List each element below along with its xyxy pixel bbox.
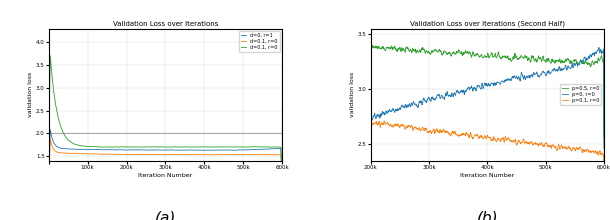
d=0.1, r=0 bbox=[187, 153, 195, 156]
d=0.1, r=0 bbox=[246, 153, 254, 156]
d=0, r=1 bbox=[46, 128, 54, 131]
d=0.1, r=0 bbox=[278, 181, 285, 184]
p=0, r=0 bbox=[503, 79, 510, 82]
p=0.5, r=0 bbox=[382, 50, 389, 52]
p=0.5, r=0 bbox=[503, 56, 510, 58]
p=0, r=0 bbox=[600, 136, 608, 138]
d=0.1, r=0 bbox=[222, 153, 229, 156]
p=0.1, r=0 bbox=[382, 123, 389, 126]
p=0.1, r=0 bbox=[381, 120, 388, 122]
d=0.1, r=0 bbox=[45, 178, 52, 181]
p=0.1, r=0 bbox=[509, 141, 516, 143]
p=0.5, r=0 bbox=[516, 56, 523, 59]
p=0.5, r=0 bbox=[369, 44, 376, 47]
Line: p=0.1, r=0: p=0.1, r=0 bbox=[371, 121, 604, 220]
p=0, r=0 bbox=[381, 114, 389, 116]
d=0, r=1 bbox=[222, 149, 229, 151]
Line: d=0, r=1: d=0, r=1 bbox=[49, 130, 282, 178]
d=0.1, r=0 bbox=[59, 131, 66, 134]
d=0.1, r=0 bbox=[222, 146, 229, 148]
d=0.1, r=0 bbox=[60, 152, 67, 154]
d=0, r=1 bbox=[194, 149, 201, 152]
p=0, r=0 bbox=[515, 76, 523, 79]
p=0.5, r=0 bbox=[600, 147, 608, 150]
p=0, r=0 bbox=[568, 66, 575, 69]
p=0.5, r=0 bbox=[509, 58, 516, 60]
Line: d=0.1, r=0: d=0.1, r=0 bbox=[49, 38, 282, 178]
d=0.1, r=0 bbox=[278, 177, 285, 179]
Line: p=0.5, r=0: p=0.5, r=0 bbox=[371, 46, 604, 220]
p=0, r=0 bbox=[509, 75, 516, 78]
p=0.1, r=0 bbox=[568, 149, 575, 152]
d=0, r=1 bbox=[45, 174, 52, 176]
d=0, r=1 bbox=[60, 147, 67, 150]
Title: Validation Loss over Iterations: Validation Loss over Iterations bbox=[113, 21, 218, 27]
d=0.1, r=0 bbox=[45, 36, 52, 39]
p=0.1, r=0 bbox=[544, 144, 551, 146]
p=0, r=0 bbox=[595, 46, 603, 49]
X-axis label: Iteration Number: Iteration Number bbox=[460, 172, 514, 178]
Legend: p=0.5, r=0, p=0, r=0, p=0.1, r=0: p=0.5, r=0, p=0, r=0, p=0.1, r=0 bbox=[561, 84, 601, 105]
d=0, r=1 bbox=[181, 149, 188, 151]
Text: (a): (a) bbox=[155, 211, 176, 220]
Line: d=0.1, r=0: d=0.1, r=0 bbox=[49, 139, 282, 183]
d=0, r=1 bbox=[278, 177, 285, 180]
d=0.1, r=0 bbox=[46, 137, 54, 140]
d=0.1, r=0 bbox=[187, 146, 194, 149]
p=0.5, r=0 bbox=[568, 62, 575, 65]
Legend: d=0, r=1, d=0.1, r=0, d=0.1, r=0: d=0, r=1, d=0.1, r=0, d=0.1, r=0 bbox=[239, 31, 279, 52]
d=0, r=1 bbox=[246, 148, 254, 151]
d=0.1, r=0 bbox=[194, 146, 201, 148]
d=0.1, r=0 bbox=[246, 145, 253, 148]
d=0, r=1 bbox=[187, 149, 195, 152]
Title: Validation Loss over Iterations (Second Half): Validation Loss over Iterations (Second … bbox=[410, 21, 565, 27]
Y-axis label: validation loss: validation loss bbox=[28, 72, 33, 117]
d=0.1, r=0 bbox=[181, 146, 188, 148]
Text: (b): (b) bbox=[476, 211, 498, 220]
d=0.1, r=0 bbox=[181, 153, 188, 156]
p=0.1, r=0 bbox=[516, 140, 523, 143]
Line: p=0, r=0: p=0, r=0 bbox=[371, 48, 604, 220]
Y-axis label: validation loss: validation loss bbox=[350, 72, 355, 117]
p=0.1, r=0 bbox=[503, 139, 510, 141]
X-axis label: Iteration Number: Iteration Number bbox=[138, 172, 193, 178]
p=0, r=0 bbox=[544, 72, 551, 75]
p=0.5, r=0 bbox=[544, 60, 551, 62]
d=0.1, r=0 bbox=[194, 153, 201, 156]
